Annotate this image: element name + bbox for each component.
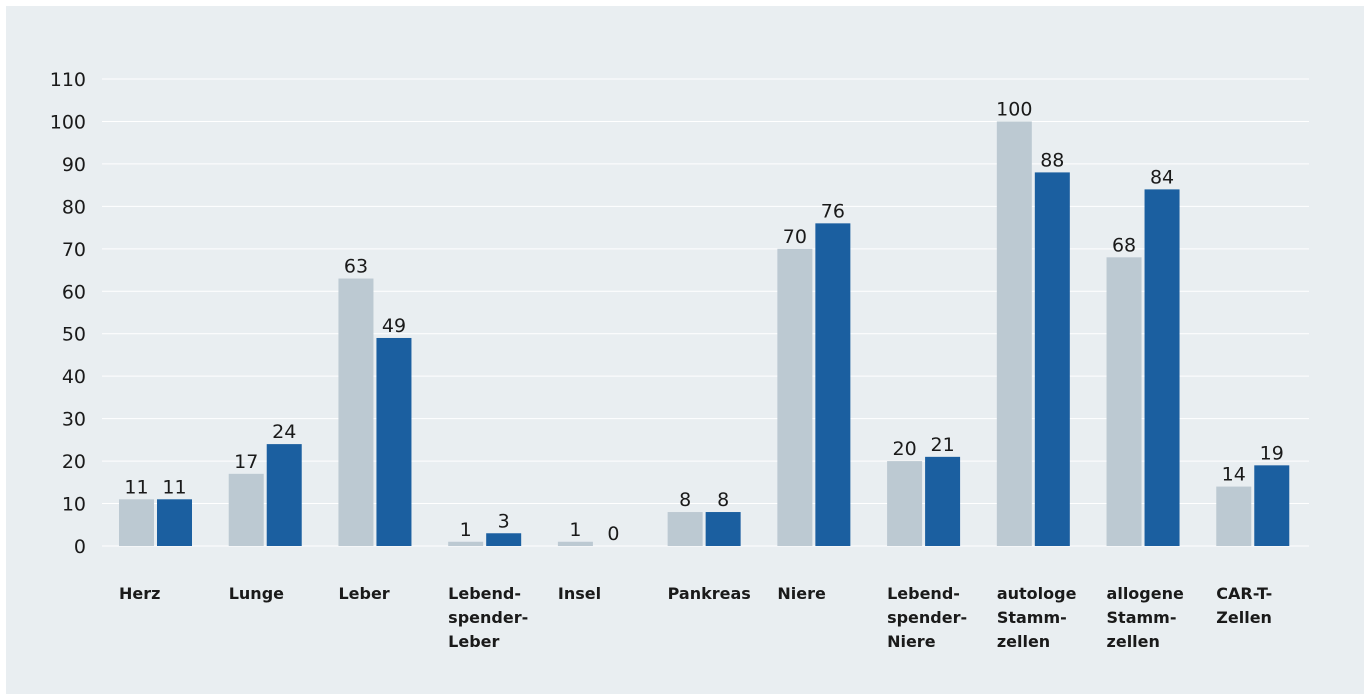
data-label: 76 (821, 200, 845, 222)
data-label: 24 (272, 421, 296, 443)
data-label: 68 (1112, 234, 1136, 256)
x-category-line: autologe (997, 584, 1077, 603)
bar (1144, 189, 1180, 546)
data-label: 8 (679, 489, 691, 511)
y-tick-label: 30 (62, 409, 86, 431)
x-category-label: Pankreas (668, 584, 751, 603)
x-category-line: zellen (997, 632, 1050, 651)
bar (667, 512, 703, 546)
y-tick-label: 0 (74, 536, 86, 558)
y-tick-label: 110 (50, 69, 86, 91)
bar (1034, 172, 1070, 546)
bar (266, 444, 302, 546)
data-label: 19 (1260, 442, 1284, 464)
x-category-label: Niere (777, 584, 826, 603)
bar (925, 456, 961, 546)
y-tick-label: 40 (62, 366, 86, 388)
x-category-line: Lunge (229, 584, 284, 603)
x-category-line: spender- (448, 608, 528, 627)
data-label: 0 (607, 523, 619, 545)
data-label: 63 (344, 256, 368, 278)
y-tick-label: 60 (62, 281, 86, 303)
data-label: 20 (892, 438, 916, 460)
x-category-label: allogene Stamm-zellen (1107, 584, 1184, 651)
bar (887, 461, 923, 546)
y-axis: 0 10 20 30 40 50 60 70 80 90 100 110 (50, 69, 86, 558)
x-axis: Herz Lunge Leber Lebend-spender- Leber Insel P… (119, 584, 1272, 651)
y-tick-label: 80 (62, 196, 86, 218)
data-label: 11 (162, 476, 186, 498)
bar (1254, 465, 1290, 546)
data-label: 3 (498, 510, 510, 532)
x-category-line: Leber (338, 584, 389, 603)
x-category-line: Zellen (1216, 608, 1272, 627)
x-category-line: Lebend- (887, 584, 960, 603)
x-category-label: Insel (558, 584, 601, 603)
y-tick-label: 100 (50, 111, 86, 133)
x-category-line: Leber (448, 632, 499, 651)
x-category-line: Stamm- (997, 608, 1067, 627)
bar (119, 499, 154, 546)
data-label: 70 (783, 226, 807, 248)
data-label: 8 (717, 489, 729, 511)
x-category-line: Lebend- (448, 584, 521, 603)
data-label: 88 (1040, 149, 1064, 171)
data-label: 1 (569, 519, 581, 541)
data-label: 21 (930, 434, 954, 456)
x-category-label: autologe Stamm-zellen (997, 584, 1077, 651)
x-category-label: Herz (119, 584, 160, 603)
x-category-line: allogene (1107, 584, 1184, 603)
bar (448, 541, 484, 546)
y-tick-label: 50 (62, 324, 86, 346)
data-label: 14 (1222, 464, 1246, 486)
x-category-line: Niere (887, 632, 936, 651)
x-category-label: Leber (338, 584, 389, 603)
x-category-line: Herz (119, 584, 160, 603)
y-tick-label: 20 (62, 451, 86, 473)
x-category-line: spender- (887, 608, 967, 627)
gridlines (102, 78, 1309, 547)
data-label: 1 (460, 519, 472, 541)
x-category-label: Lunge (229, 584, 284, 603)
bar (1216, 486, 1252, 546)
x-category-line: Insel (558, 584, 601, 603)
x-category-line: zellen (1107, 632, 1160, 651)
bar (777, 248, 813, 546)
data-label: 11 (124, 476, 148, 498)
y-tick-label: 90 (62, 154, 86, 176)
data-label: 84 (1150, 166, 1174, 188)
bar (996, 121, 1032, 547)
x-category-line: Niere (777, 584, 826, 603)
bar (557, 541, 593, 546)
data-label: 17 (234, 451, 258, 473)
bar (1106, 257, 1142, 546)
y-tick-label: 70 (62, 239, 86, 261)
x-category-label: CAR-T- Zellen (1216, 584, 1272, 627)
data-label: 100 (996, 98, 1032, 120)
bar (705, 512, 741, 546)
bar (157, 499, 192, 546)
x-category-line: CAR-T- (1216, 584, 1272, 603)
chart-panel: 0 10 20 30 40 50 60 70 80 90 100 110 11 17 63 1 1 8 70 20 1… (6, 6, 1364, 694)
bar (815, 223, 851, 546)
y-tick-label: 10 (62, 494, 86, 516)
bar (338, 278, 374, 546)
data-label: 49 (382, 315, 406, 337)
x-category-label: Lebend-spender- Leber (448, 584, 528, 651)
x-category-line: Pankreas (668, 584, 751, 603)
bar (486, 533, 522, 546)
x-category-label: Lebend-spender- Niere (887, 584, 967, 651)
x-category-line: Stamm- (1107, 608, 1177, 627)
bar (228, 473, 264, 546)
bars (119, 121, 1290, 547)
bar (376, 337, 412, 546)
